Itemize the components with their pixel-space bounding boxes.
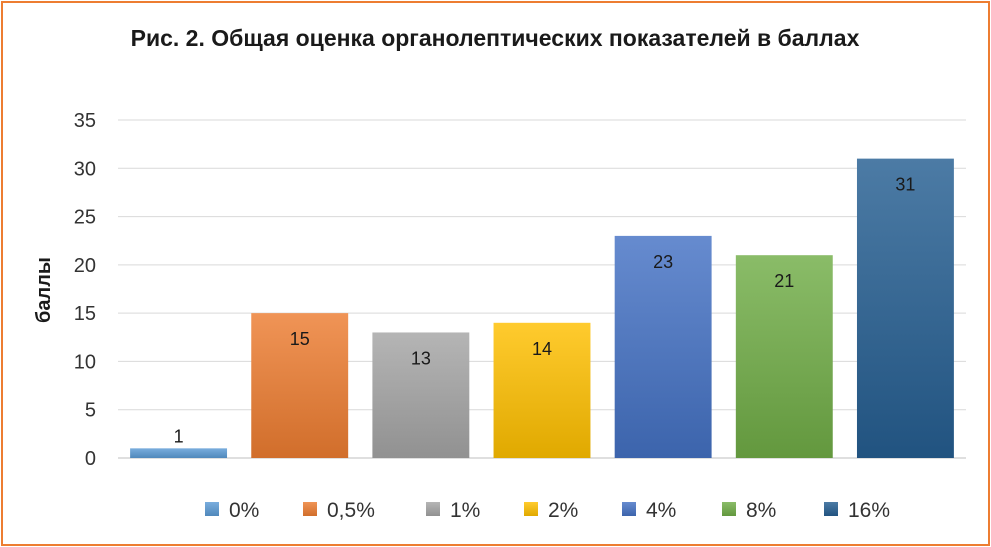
data-label: 14 <box>532 339 552 359</box>
legend-label: 8% <box>746 499 776 522</box>
legend-label: 16% <box>848 499 890 522</box>
y-tick-label: 5 <box>85 400 96 422</box>
legend-swatch <box>622 502 636 516</box>
legend-label: 1% <box>450 499 480 522</box>
legend: 0% 0,5% 1% 2% 4% 8% 16% <box>205 499 890 522</box>
data-label: 21 <box>774 271 794 291</box>
bar <box>130 448 228 458</box>
chart-title: Рис. 2. Общая оценка органолептических п… <box>130 25 860 51</box>
bar <box>251 313 349 458</box>
legend-label: 4% <box>646 499 676 522</box>
y-tick-label: 10 <box>74 351 96 373</box>
y-tick-label: 35 <box>74 110 96 132</box>
bar <box>372 332 470 458</box>
bar <box>856 158 954 458</box>
bars <box>130 158 954 458</box>
legend-swatch <box>722 502 736 516</box>
data-labels: 1 15 13 14 23 21 31 <box>174 175 916 447</box>
y-tick-label: 20 <box>74 255 96 277</box>
data-label: 15 <box>290 329 310 349</box>
data-label: 31 <box>895 175 915 195</box>
y-tick-label: 15 <box>74 303 96 325</box>
y-tick-label: 30 <box>74 158 96 180</box>
legend-swatch <box>303 502 317 516</box>
y-axis-label: баллы <box>33 257 55 323</box>
y-tick-label: 0 <box>85 448 96 470</box>
legend-swatch <box>426 502 440 516</box>
legend-label: 0,5% <box>327 499 375 522</box>
data-label: 23 <box>653 252 673 272</box>
legend-label: 0% <box>229 499 259 522</box>
legend-swatch <box>205 502 219 516</box>
legend-swatch <box>824 502 838 516</box>
legend-label: 2% <box>548 499 578 522</box>
bar <box>493 322 591 458</box>
bar <box>735 255 833 458</box>
y-tick-label: 25 <box>74 207 96 229</box>
legend-swatch <box>524 502 538 516</box>
data-label: 1 <box>174 426 184 446</box>
y-axis-ticks: 0 5 10 15 20 25 30 35 <box>74 110 96 470</box>
bar <box>614 235 712 458</box>
data-label: 13 <box>411 348 431 368</box>
